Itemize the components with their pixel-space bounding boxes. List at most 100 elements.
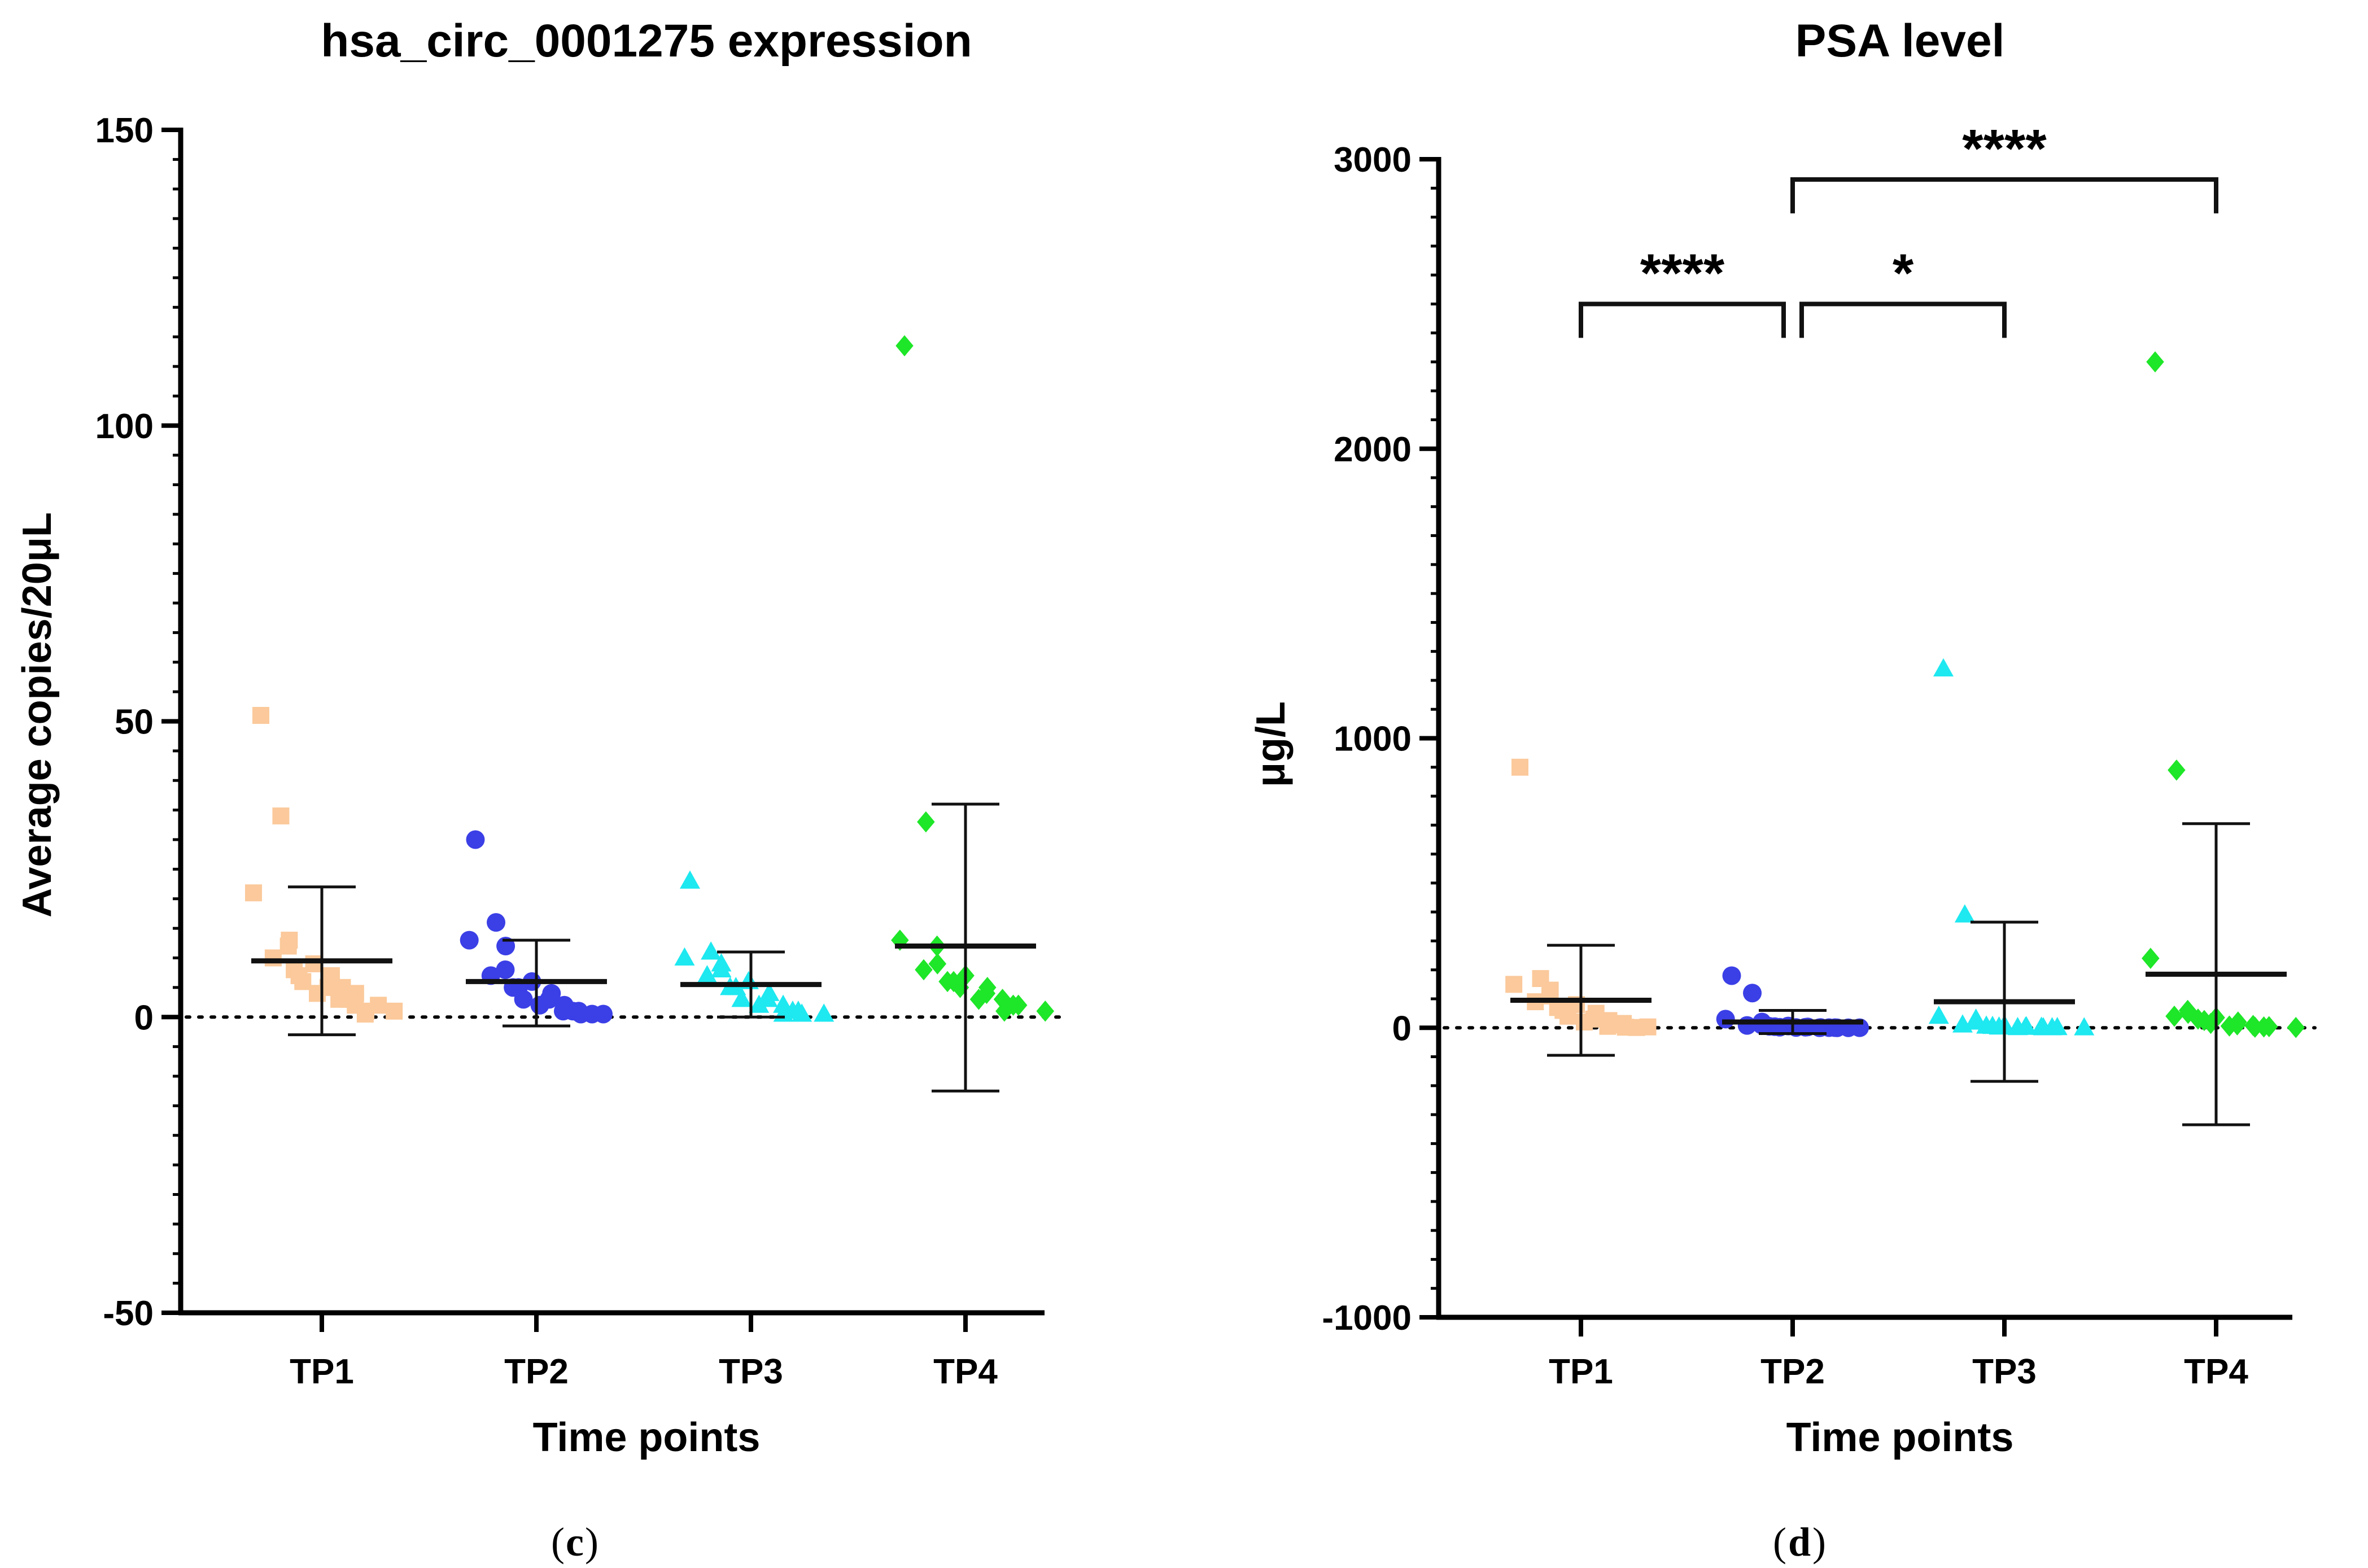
x-tick-label: TP1 <box>1549 1352 1613 1391</box>
data-point <box>2220 1015 2239 1037</box>
significance-bracket: **** <box>1579 243 1786 338</box>
data-point <box>915 959 933 981</box>
data-point <box>1505 976 1523 993</box>
data-point <box>1511 758 1528 776</box>
data-point <box>330 990 348 1008</box>
x-tick-label: TP2 <box>504 1352 569 1391</box>
data-point <box>731 989 752 1007</box>
data-point <box>2074 1017 2095 1036</box>
series-tp3 <box>1928 658 2095 1083</box>
panel-c: hsa_circ_0001275 expression Average copi… <box>15 15 1069 1565</box>
data-point <box>530 995 549 1015</box>
svg-text:(: ( <box>1773 1519 1786 1565</box>
data-point <box>309 985 326 1002</box>
y-tick-label: 2000 <box>1334 430 1412 469</box>
data-point <box>252 707 269 724</box>
series-tp2 <box>1716 966 1869 1037</box>
data-point <box>773 994 794 1013</box>
significance-label: **** <box>1640 243 1725 303</box>
caption-c: ( c ) <box>551 1519 598 1565</box>
x-axis-label: Time points <box>1786 1415 2014 1460</box>
y-axis-label: μg/L <box>1248 701 1294 787</box>
panel-d: PSA level μg/L Time points ( d ) -1000 0 1… <box>1248 15 2317 1565</box>
significance-label: **** <box>1962 119 2047 179</box>
data-point <box>814 1003 835 1022</box>
data-point <box>1722 966 1741 985</box>
data-point <box>2007 1016 2028 1036</box>
y-tick-label: 3000 <box>1334 141 1412 180</box>
data-point <box>917 811 935 833</box>
series-tp3 <box>674 870 835 1022</box>
series-tp4 <box>891 335 1055 1093</box>
bracket-line <box>1790 177 2218 213</box>
data-point <box>460 931 479 950</box>
data-point <box>701 941 722 960</box>
x-tick-label: TP3 <box>719 1352 783 1391</box>
data-point <box>1743 984 1762 1003</box>
data-point <box>1559 1007 1577 1025</box>
data-point <box>792 1003 812 1022</box>
data-point <box>583 1004 602 1024</box>
significance-bracket: **** <box>1790 119 2218 213</box>
x-tick-label: TP1 <box>290 1352 354 1391</box>
data-point <box>969 989 988 1010</box>
significance-label: * <box>1893 243 1914 303</box>
data-point <box>1933 658 1954 676</box>
y-tick-label: -50 <box>103 1294 154 1333</box>
data-point <box>1576 1013 1593 1030</box>
data-point <box>356 1006 374 1023</box>
data-point <box>2168 759 2186 781</box>
data-point <box>279 937 297 955</box>
series-tp2 <box>460 830 613 1028</box>
svg-text:(: ( <box>551 1519 565 1565</box>
data-point <box>1952 1014 1973 1033</box>
data-point <box>711 959 732 977</box>
data-point <box>466 830 485 849</box>
data-point <box>272 807 290 825</box>
x-tick-label: TP3 <box>1972 1352 2037 1391</box>
y-tick-label: 0 <box>134 998 154 1037</box>
data-point <box>245 884 263 902</box>
data-point <box>386 1002 403 1020</box>
data-point <box>553 1002 573 1021</box>
x-tick-label: TP2 <box>1760 1352 1825 1391</box>
svg-text:d: d <box>1788 1519 1811 1565</box>
x-tick-label: TP4 <box>2184 1352 2248 1391</box>
y-tick-label: 50 <box>115 703 154 742</box>
data-point <box>2033 1017 2054 1036</box>
x-axis-label: Time points <box>533 1415 761 1460</box>
y-tick-label: 100 <box>95 407 154 446</box>
data-point <box>1716 1010 1735 1029</box>
data-point <box>895 335 914 357</box>
data-point <box>749 994 770 1013</box>
data-point <box>697 965 718 984</box>
x-tick-label: TP4 <box>933 1352 998 1391</box>
data-point <box>928 953 947 975</box>
y-axis-label: Average copies/20μL <box>15 512 60 918</box>
data-point <box>2246 1016 2264 1038</box>
svg-text:): ) <box>1812 1519 1826 1565</box>
data-point <box>294 973 312 990</box>
data-point <box>514 990 533 1009</box>
y-tick-label: 1000 <box>1334 720 1412 759</box>
data-point <box>680 870 700 889</box>
data-point <box>2287 1016 2305 1038</box>
y-tick-label: 150 <box>95 111 154 150</box>
bracket-line <box>1579 302 1786 338</box>
data-point <box>305 955 322 972</box>
data-point <box>496 960 515 979</box>
data-point <box>1954 904 1975 923</box>
significance-bracket: * <box>1799 243 2007 338</box>
data-point <box>2165 1005 2183 1027</box>
svg-text:c: c <box>566 1519 584 1565</box>
data-point <box>1628 1019 1645 1036</box>
series-tp1 <box>245 707 403 1037</box>
bracket-line <box>1799 302 2007 338</box>
data-point <box>674 947 695 966</box>
data-point <box>487 913 506 932</box>
chart-title: hsa_circ_0001275 expression <box>321 15 972 67</box>
data-point <box>1928 1005 1949 1024</box>
y-tick-label: 0 <box>1392 1009 1412 1048</box>
caption-d: ( d ) <box>1773 1519 1826 1565</box>
